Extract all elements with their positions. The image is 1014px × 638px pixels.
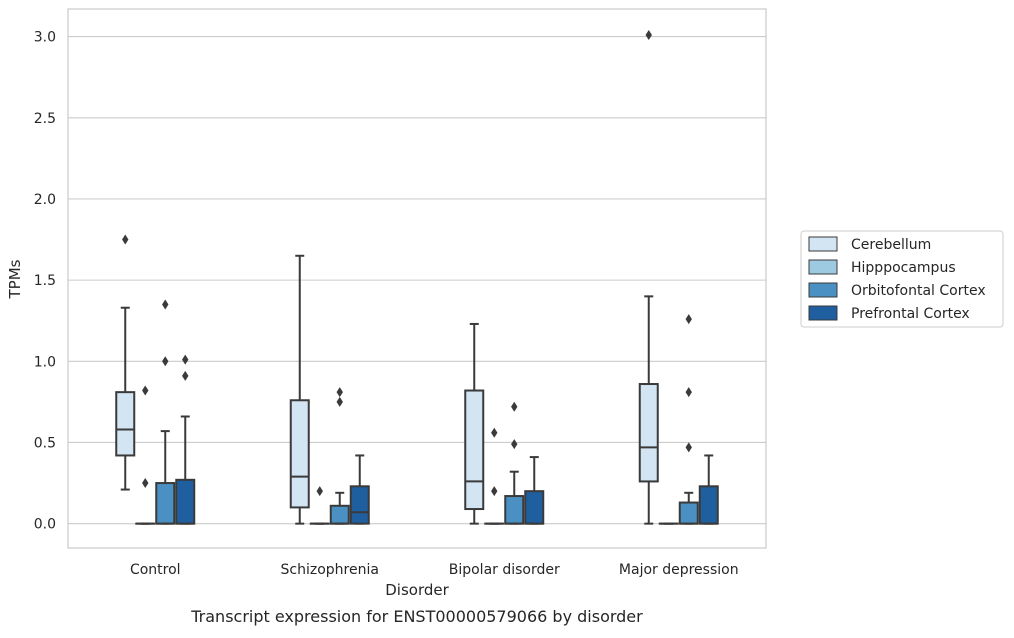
- legend-swatch: [809, 237, 837, 251]
- y-tick-label: 3.0: [34, 30, 56, 46]
- x-tick-labels: Control Schizophrenia Bipolar disorder Majo…: [130, 562, 739, 578]
- legend-label: Cerebellum: [851, 237, 931, 253]
- box-iqr: [465, 391, 483, 510]
- box-iqr: [700, 486, 718, 523]
- box-iqr: [680, 503, 698, 524]
- legend-label: Orbitofontal Cortex: [851, 283, 986, 299]
- box-iqr: [640, 384, 658, 481]
- legend: Cerebellum Hipppocampus Orbitofontal Corte…: [801, 231, 1003, 327]
- box-iqr: [116, 392, 134, 455]
- x-tick-label: Major depression: [619, 562, 739, 578]
- x-tick-label: Control: [130, 562, 181, 578]
- y-tick-label: 2.0: [34, 192, 56, 208]
- y-tick-label: 2.5: [34, 111, 56, 127]
- legend-swatch: [809, 306, 837, 320]
- x-tick-label: Schizophrenia: [281, 562, 379, 578]
- legend-label: Hipppocampus: [851, 260, 956, 276]
- y-tick-label: 0.5: [34, 435, 56, 451]
- box-iqr: [291, 400, 309, 507]
- plot-area: [68, 9, 766, 548]
- y-axis-label: TPMs: [6, 259, 24, 299]
- y-tick-label: 1.0: [34, 354, 56, 370]
- legend-swatch: [809, 283, 837, 297]
- legend-label: Prefrontal Cortex: [851, 306, 970, 322]
- box-iqr: [176, 480, 194, 524]
- box-iqr: [156, 483, 174, 524]
- x-tick-label: Bipolar disorder: [449, 562, 560, 578]
- y-tick-label: 0.0: [34, 517, 56, 533]
- y-tick-label: 1.5: [34, 273, 56, 289]
- legend-swatch: [809, 260, 837, 274]
- box-iqr: [525, 491, 543, 523]
- x-axis-label: Disorder: [385, 581, 449, 599]
- box-iqr: [351, 486, 369, 523]
- box-iqr: [331, 506, 349, 524]
- y-tick-labels: 0.0 0.5 1.0 1.5 2.0 2.5 3.0: [34, 30, 56, 533]
- box-iqr: [505, 496, 523, 524]
- chart-caption: Transcript expression for ENST0000057906…: [190, 607, 643, 626]
